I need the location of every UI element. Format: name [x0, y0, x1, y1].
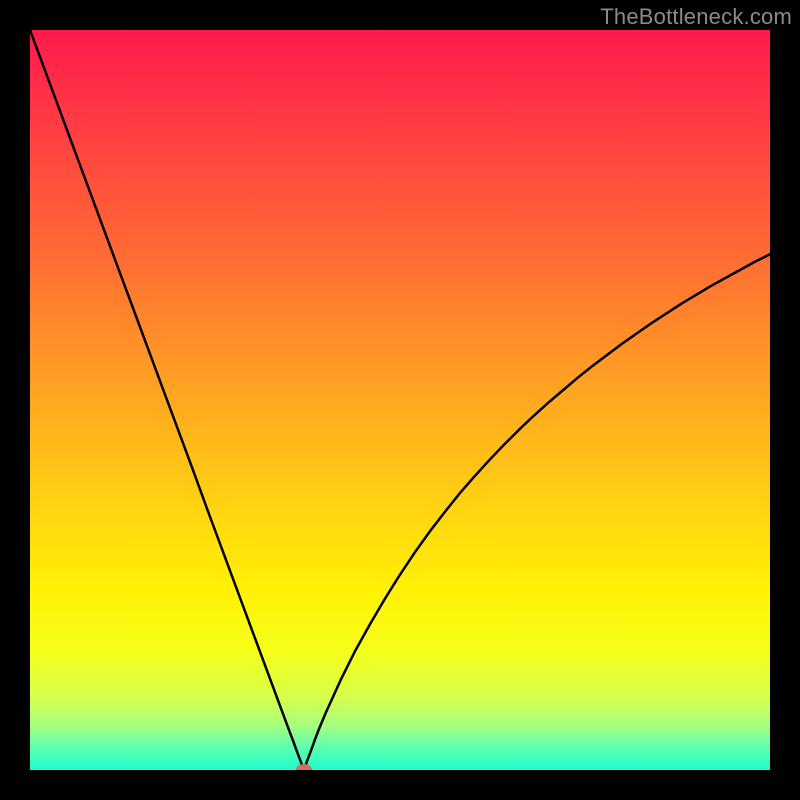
plot-area: [30, 30, 770, 770]
optimal-point-marker: [296, 764, 312, 770]
bottleneck-curve: [30, 30, 770, 770]
watermark-text: TheBottleneck.com: [600, 4, 792, 30]
chart-container: { "watermark": { "text": "TheBottleneck.…: [0, 0, 800, 800]
